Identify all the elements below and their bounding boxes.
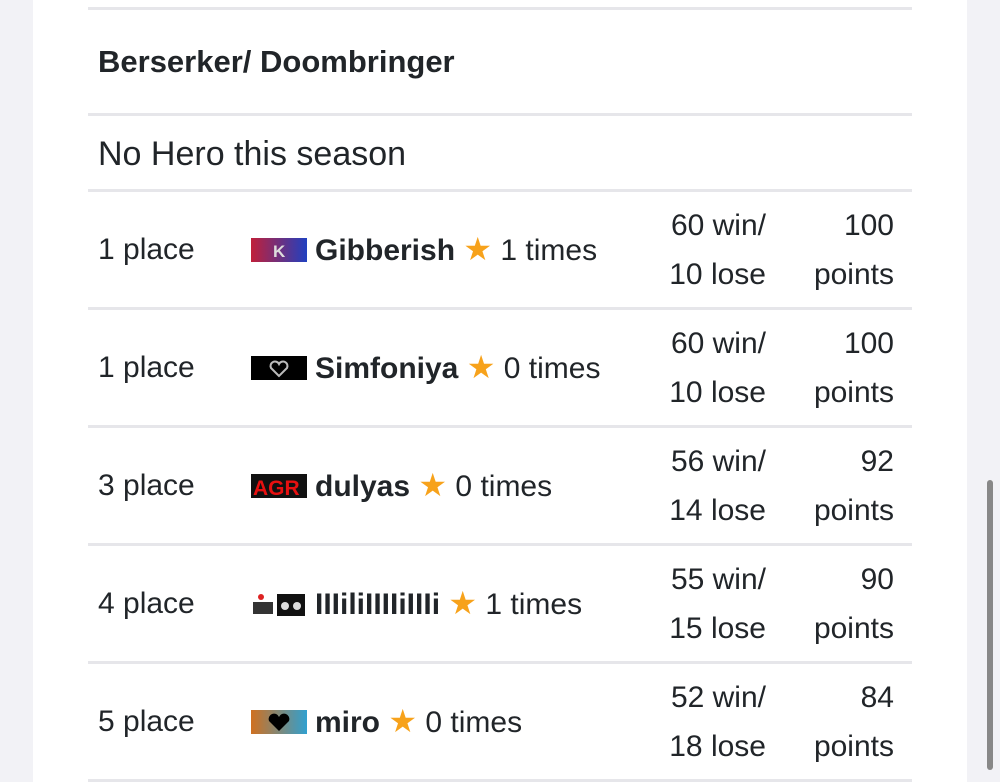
points-label: points [813,257,894,291]
points-value: 92 [860,444,894,478]
win-lose: 60 win/10 lose [651,319,766,417]
points-value: 100 [843,208,894,242]
star-icon: ★ [448,584,478,621]
wins: 60 win/ [670,326,766,360]
win-lose: 60 win/10 lose [651,201,766,299]
table-row: 1 place K Gibberish ★ 1 times 60 win/10 l… [88,192,912,310]
points-value: 84 [860,680,894,714]
guild-emblem-icon: AGR [251,470,315,503]
hero-count: 0 times [455,469,553,503]
table-row: 1 place Simfoniya ★ 0 times 60 win/10 lo… [88,310,912,428]
points-value: 90 [860,562,894,596]
guild-emblem-icon [251,588,315,621]
star-icon: ★ [418,466,448,503]
losses: 14 lose [669,493,766,527]
ranking-table: Berserker/ Doombringer No Hero this seas… [88,0,912,782]
place: 4 place [98,587,195,620]
player-cell: Simfoniya ★ 0 times [251,343,651,393]
player-name[interactable]: miro [315,705,381,739]
place: 1 place [98,233,195,266]
losses: 15 lose [669,611,766,645]
star-icon: ★ [388,702,418,739]
points-label: points [813,493,894,527]
player-name[interactable]: IIIiliIIIIiIIIi [315,587,441,621]
wins: 56 win/ [670,444,766,478]
points-label: points [813,729,894,763]
guild-emblem-icon [251,352,315,385]
place: 3 place [98,469,195,502]
svg-text:K: K [273,242,286,261]
scrollbar[interactable] [987,480,993,770]
win-lose: 55 win/15 lose [651,555,766,653]
points: 100 points [766,201,904,299]
hero-status: No Hero this season [88,116,912,192]
player-name[interactable]: Gibberish [315,233,456,267]
player-name[interactable]: Simfoniya [315,351,459,385]
points-value: 100 [843,326,894,360]
player-cell: IIIiliIIIIiIIIi ★ 1 times [251,579,651,629]
points: 100 points [766,319,904,417]
losses: 10 lose [669,375,766,409]
win-lose: 56 win/14 lose [651,437,766,535]
wins: 60 win/ [670,208,766,242]
player-cell: AGR dulyas ★ 0 times [251,461,651,511]
svg-text:AGR: AGR [253,477,300,498]
losses: 18 lose [669,729,766,763]
player-name[interactable]: dulyas [315,469,411,503]
table-row: 3 place AGR dulyas ★ 0 times 56 win/14 lo… [88,428,912,546]
win-lose: 52 win/18 lose [651,673,766,771]
player-cell: K Gibberish ★ 1 times [251,225,651,275]
hero-count: 0 times [503,351,601,385]
section-title: Berserker/ Doombringer [88,10,912,116]
ranking-card [33,0,967,782]
table-row: 4 place IIIiliIIIIiIIIi ★ 1 times 55 win… [88,546,912,664]
hero-count: 1 times [485,587,583,621]
wins: 55 win/ [670,562,766,596]
player-cell: miro ★ 0 times [251,697,651,747]
points: 84 points [766,673,904,771]
hero-count: 1 times [500,233,598,267]
divider [88,7,912,10]
points: 90 points [766,555,904,653]
table-row: 5 place miro ★ 0 times 52 win/18 lose 84… [88,664,912,782]
star-icon: ★ [463,230,493,267]
points-label: points [813,375,894,409]
losses: 10 lose [669,257,766,291]
place: 1 place [98,351,195,384]
hero-count: 0 times [425,705,523,739]
wins: 52 win/ [670,680,766,714]
guild-emblem-icon: K [251,234,315,267]
place: 5 place [98,705,195,738]
points: 92 points [766,437,904,535]
star-icon: ★ [466,348,496,385]
guild-emblem-icon [251,706,315,739]
points-label: points [813,611,894,645]
